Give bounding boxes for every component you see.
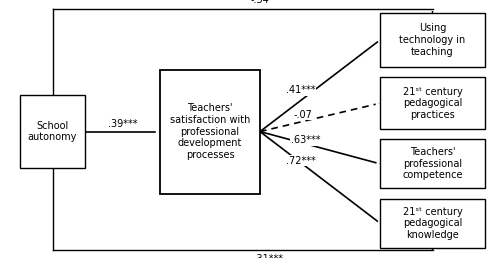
FancyBboxPatch shape [160, 70, 260, 194]
Text: -.07: -.07 [294, 110, 312, 119]
Text: .63***: .63*** [290, 135, 320, 145]
Text: School
autonomy: School autonomy [28, 121, 77, 142]
Text: Teachers'
satisfaction with
professional
development
processes: Teachers' satisfaction with professional… [170, 103, 250, 160]
FancyBboxPatch shape [380, 77, 485, 129]
Text: -.31***: -.31*** [251, 254, 284, 258]
Text: 21ˢᵗ century
pedagogical
practices: 21ˢᵗ century pedagogical practices [402, 87, 462, 120]
Text: -.34***: -.34*** [251, 0, 284, 5]
Text: Using
technology in
teaching: Using technology in teaching [400, 23, 466, 57]
FancyBboxPatch shape [380, 199, 485, 248]
Text: Teachers'
professional
competence: Teachers' professional competence [402, 147, 463, 180]
FancyBboxPatch shape [380, 139, 485, 188]
Text: 21ˢᵗ century
pedagogical
knowledge: 21ˢᵗ century pedagogical knowledge [402, 207, 462, 240]
FancyBboxPatch shape [20, 95, 85, 168]
Text: .39***: .39*** [108, 119, 137, 129]
FancyBboxPatch shape [380, 13, 485, 67]
Text: .41***: .41*** [286, 85, 316, 95]
Text: .72***: .72*** [286, 156, 316, 166]
